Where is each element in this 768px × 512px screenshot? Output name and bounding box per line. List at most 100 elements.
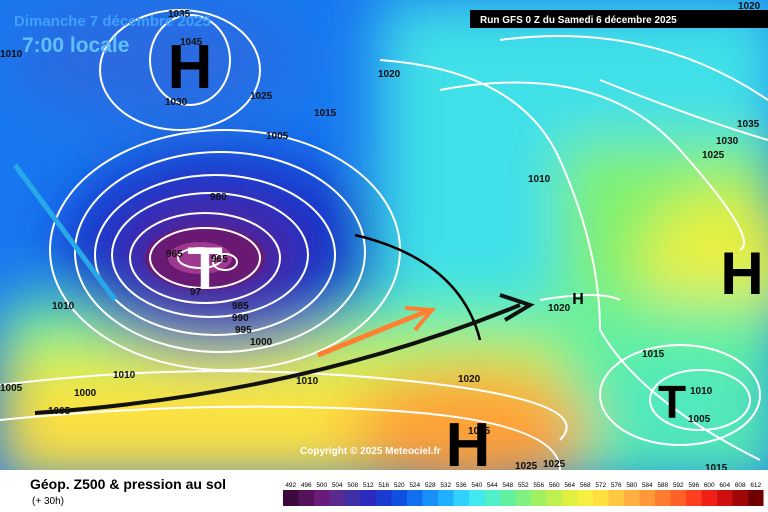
isobar-label: 1035 — [168, 9, 191, 20]
isobar-label: 1020 — [458, 374, 481, 385]
scale-tick-label: 492 — [285, 482, 296, 489]
isobar-label: 1005 — [688, 414, 711, 425]
pressure-centers: H T H T H H — [168, 33, 764, 480]
isobar-label: 1030 — [165, 97, 188, 108]
scale-tick-label: 588 — [657, 482, 668, 489]
isobar-label: 1010 — [52, 301, 75, 312]
footer-lead: (+ 30h) — [32, 496, 64, 507]
scale-swatch — [655, 490, 671, 506]
isobar-label: 1010 — [296, 376, 319, 387]
isobar-labels: 1035 1045 1030 1025 1020 1015 1005 980 965 965 97 9… — [0, 1, 761, 474]
scale-tick-label: 528 — [425, 482, 436, 489]
isobar-label: 1020 — [378, 69, 401, 80]
scale-tick-label: 600 — [704, 482, 715, 489]
isobar-label: 1020 — [738, 1, 761, 12]
scale-swatch — [391, 490, 407, 506]
scale-swatch — [360, 490, 376, 506]
scale-tick-label: 524 — [409, 482, 420, 489]
scale-tick-label: 608 — [735, 482, 746, 489]
center-letter: T — [658, 376, 686, 428]
isobar-label: 1005 — [266, 131, 289, 142]
scale-swatch — [546, 490, 562, 506]
scale-tick-label: 532 — [440, 482, 451, 489]
scale-tick-label: 504 — [332, 482, 343, 489]
isobar-label: 1015 — [468, 426, 491, 437]
color-scale: 492 496 500 504 508 512 516 520 524 528 532 536 540 5… — [283, 482, 764, 506]
scale-swatch — [376, 490, 392, 506]
scale-swatch — [469, 490, 485, 506]
scale-swatch — [577, 490, 593, 506]
center-letter: H — [572, 291, 584, 308]
scale-swatch — [748, 490, 764, 506]
field — [0, 0, 768, 470]
scale-tick-label: 592 — [673, 482, 684, 489]
scale-swatch — [531, 490, 547, 506]
scale-tick-label: 612 — [750, 482, 761, 489]
scale-swatch — [438, 490, 454, 506]
isobar-label: 1010 — [528, 174, 551, 185]
scale-tick-label: 604 — [719, 482, 730, 489]
scale-tick-label: 508 — [347, 482, 358, 489]
isobar-label: 1015 — [642, 349, 665, 360]
center-letter: H — [168, 33, 213, 102]
scale-swatch — [453, 490, 469, 506]
scale-tick-label: 520 — [394, 482, 405, 489]
scale-swatch — [732, 490, 748, 506]
isobar-label: 1015 — [314, 108, 337, 119]
scale-swatch — [624, 490, 640, 506]
isobar-label: 1035 — [737, 119, 760, 130]
scale-tick-label: 516 — [378, 482, 389, 489]
isobar-label: 1025 — [702, 150, 725, 161]
scale-tick-label: 536 — [456, 482, 467, 489]
isobar-label: 1025 — [515, 461, 538, 472]
scale-swatch — [422, 490, 438, 506]
isobar-label: 1020 — [548, 303, 571, 314]
scale-swatch — [298, 490, 314, 506]
isobar-label: 990 — [232, 313, 249, 324]
scale-tick-label: 496 — [301, 482, 312, 489]
scale-swatch — [717, 490, 733, 506]
date: Dimanche 7 décembre 2025 — [14, 13, 211, 30]
scale-tick-label: 500 — [316, 482, 327, 489]
run-box — [470, 10, 768, 28]
center-letter: T — [187, 236, 222, 301]
scale-swatch — [314, 490, 330, 506]
scale-tick-label: 576 — [611, 482, 622, 489]
isobar-label: 995 — [235, 325, 252, 336]
isobar-label: 1025 — [250, 91, 273, 102]
scale-swatch — [283, 490, 299, 506]
scale-tick-label: 540 — [471, 482, 482, 489]
isobar-label: 965 — [166, 249, 183, 260]
scale-tick-label: 568 — [580, 482, 591, 489]
isobar-label: 1000 — [250, 337, 273, 348]
isobar-label: 1015 — [705, 463, 728, 474]
scale-tick-label: 512 — [363, 482, 374, 489]
scale-swatch — [515, 490, 531, 506]
time: 7:00 locale — [22, 34, 129, 57]
isobar-label: 1010 — [690, 386, 713, 397]
scale-swatch — [686, 490, 702, 506]
copyright: Copyright © 2025 Meteociel.fr — [300, 446, 441, 457]
isobar-label: 1005 — [0, 383, 23, 394]
isobar-label: 1030 — [716, 136, 739, 147]
scale-tick-label: 596 — [688, 482, 699, 489]
scale-tick-label: 584 — [642, 482, 653, 489]
run: Run GFS 0 Z du Samedi 6 décembre 2025 — [480, 15, 677, 26]
isobar-label: 1010 — [0, 49, 23, 60]
scale-swatch — [484, 490, 500, 506]
isobar-label: 1010 — [113, 370, 136, 381]
isobar-label: 1000 — [74, 388, 97, 399]
isobar-label: 965 — [211, 254, 228, 265]
scale-tick-label: 564 — [564, 482, 575, 489]
isobar-label: 980 — [210, 192, 227, 203]
isobar-label: 1045 — [180, 37, 203, 48]
scale-swatch — [593, 490, 609, 506]
scale-swatch — [639, 490, 655, 506]
scale-swatch — [670, 490, 686, 506]
scale-swatch — [329, 490, 345, 506]
isobar-label: 1025 — [543, 459, 566, 470]
scale-tick-label: 544 — [487, 482, 498, 489]
scale-swatch — [407, 490, 423, 506]
center-letter: H — [446, 411, 491, 480]
